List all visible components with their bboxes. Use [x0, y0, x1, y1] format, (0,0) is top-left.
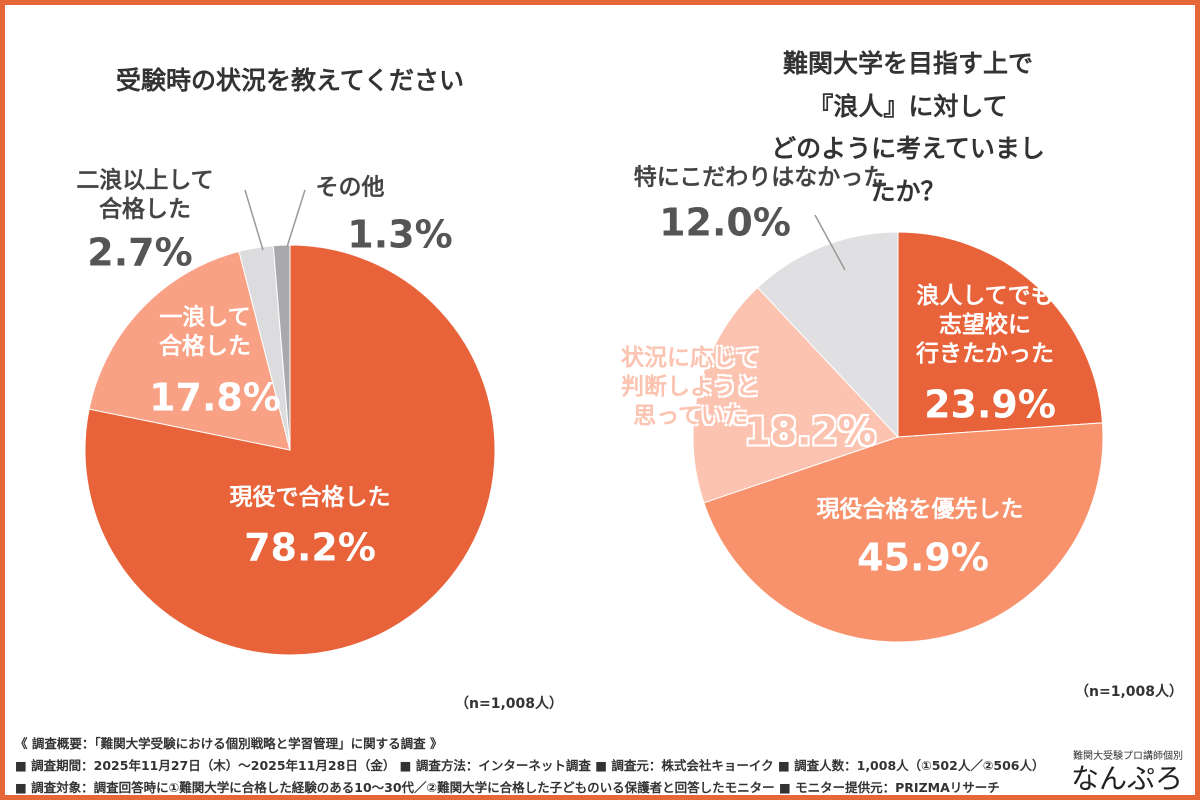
slice-label: 二浪以上して 合格した: [76, 167, 214, 222]
pie-slice: [272, 244, 291, 451]
slice-label: 状況に応じて 判断しようと 思っていた: [621, 344, 759, 429]
leader-line: [814, 214, 846, 271]
slice-label: 特にこだわりはなかった: [633, 164, 887, 191]
slice-value: 17.8%: [149, 375, 281, 420]
pie-slice: [897, 231, 1104, 438]
chart-title: 受験時の状況を教えてください: [115, 66, 465, 95]
slice-value: 12.0%: [659, 200, 791, 245]
sample-note: （n=1,008人）: [1075, 684, 1183, 700]
logo: なんぷろ: [1070, 762, 1183, 795]
sample-note: （n=1,008人）: [455, 696, 563, 712]
pie-slice: [756, 231, 899, 439]
pie-slice: [692, 286, 899, 504]
logo-sub: 難関大受験プロ講師個別: [1073, 751, 1183, 762]
slice-label: 現役で合格した: [229, 484, 391, 511]
footer-line: ■ 調査期間：2025年11月27日（木）〜2025年11月28日（金） ■ 調…: [15, 758, 1045, 773]
footer-line: 《 調査概要：「難関大学受験における個別戦略と学習管理」に関する調査 》: [15, 736, 443, 751]
leader-line: [244, 189, 264, 251]
chart-title: 難関大学を目指す上で『浪人』に対して どのように考えていましたか？: [771, 49, 1045, 206]
charts: [84, 189, 1104, 656]
slice-value: 23.9%: [924, 382, 1056, 427]
slice-label: その他: [315, 174, 385, 201]
footer-line: ■ 調査対象：調査回答時に①難関大学に合格した経験のある10〜30代／②難関大学…: [15, 780, 1000, 795]
slice-value: 18.2%: [744, 409, 876, 454]
slice-label: 浪人してでも 志望校に 行きたかった: [916, 282, 1054, 367]
slice-value: 45.9%: [857, 535, 989, 580]
slice-label: 一浪して 合格した: [159, 304, 251, 359]
slice-value: 2.7%: [87, 230, 193, 275]
pie-slice: [88, 250, 291, 451]
slice-value: 78.2%: [244, 525, 376, 570]
slice-label: 現役合格を優先した: [816, 496, 1024, 523]
pie-slice: [703, 422, 1104, 643]
slice-value: 1.3%: [347, 212, 453, 257]
leader-line: [286, 189, 306, 248]
